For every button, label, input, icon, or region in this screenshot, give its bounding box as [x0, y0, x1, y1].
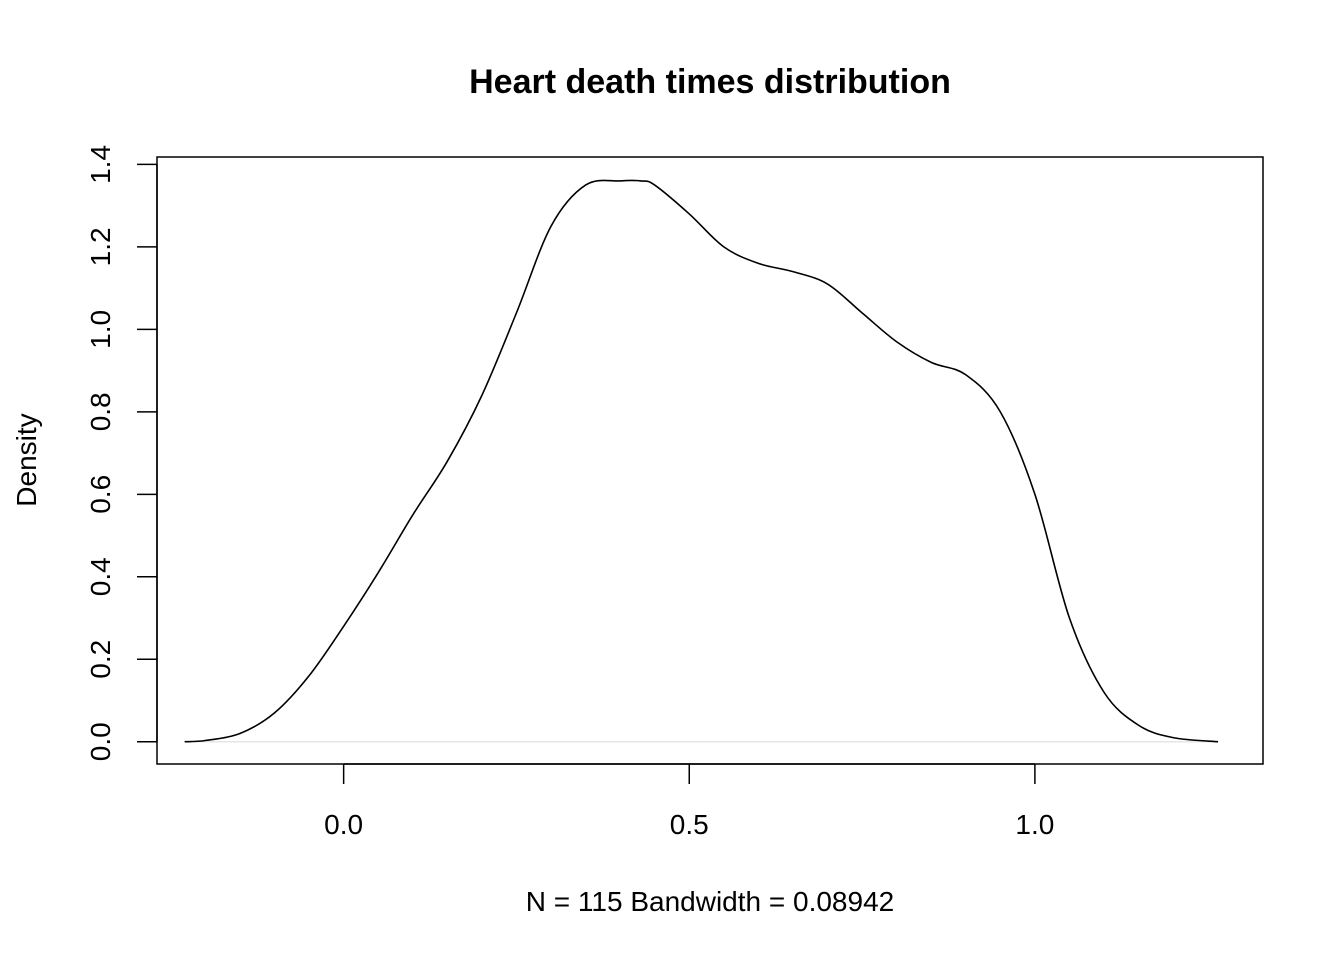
x-tick-label: 1.0	[1015, 809, 1054, 840]
y-tick-label: 0.0	[85, 722, 116, 761]
y-tick-label: 1.2	[85, 227, 116, 266]
y-axis: 0.0 0.2 0.4 0.6 0.8 1.0 1.2 1.4	[85, 145, 158, 761]
x-axis: 0.0 0.5 1.0	[324, 763, 1054, 840]
y-axis-label: Density	[11, 413, 42, 506]
x-tick-label: 0.5	[670, 809, 709, 840]
plot-frame	[156, 156, 1264, 765]
x-axis-label: N = 115 Bandwidth = 0.08942	[526, 886, 894, 917]
y-tick-label: 1.4	[85, 145, 116, 184]
x-tick-label: 0.0	[324, 809, 363, 840]
density-curve	[184, 179, 1219, 743]
chart-title: Heart death times distribution	[469, 63, 951, 101]
y-tick-label: 0.2	[85, 640, 116, 679]
y-tick-label: 0.8	[85, 392, 116, 431]
y-tick-label: 1.0	[85, 310, 116, 349]
y-tick-label: 0.6	[85, 475, 116, 514]
y-tick-label: 0.4	[85, 557, 116, 596]
